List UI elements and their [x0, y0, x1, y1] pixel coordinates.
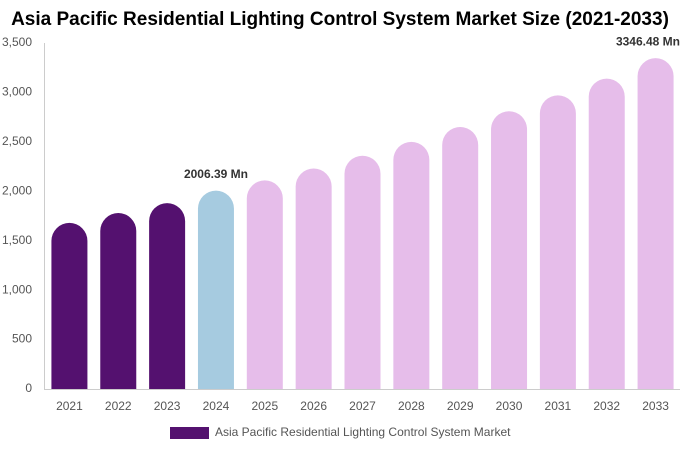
x-tick-label: 2031 [545, 399, 572, 413]
x-tick-label: 2021 [56, 399, 83, 413]
bar [588, 78, 625, 390]
bar [295, 168, 332, 389]
chart-title: Asia Pacific Residential Lighting Contro… [11, 9, 669, 30]
y-tick-label: 500 [12, 332, 32, 346]
y-tick-label: 2,000 [2, 183, 32, 197]
x-tick-label: 2029 [447, 399, 474, 413]
bar [442, 127, 479, 389]
bar [51, 222, 88, 389]
legend-label: Asia Pacific Residential Lighting Contro… [215, 425, 511, 439]
bar [393, 141, 430, 389]
x-tick-label: 2027 [349, 399, 376, 413]
x-tick-label: 2033 [642, 399, 669, 413]
bar [344, 155, 381, 389]
bar [246, 180, 283, 389]
bar [197, 190, 234, 389]
x-tick-label: 2023 [154, 399, 181, 413]
y-tick-label: 0 [25, 381, 32, 395]
legend-swatch [170, 427, 209, 439]
x-tick-label: 2028 [398, 399, 425, 413]
bar [100, 213, 137, 389]
bar [491, 111, 528, 389]
data-label: 3346.48 Mn [616, 34, 680, 48]
x-tick-label: 2026 [300, 399, 327, 413]
x-tick-label: 2024 [203, 399, 230, 413]
data-label: 2006.39 Mn [184, 167, 248, 181]
x-tick-label: 2032 [593, 399, 620, 413]
x-tick-label: 2022 [105, 399, 132, 413]
y-tick-label: 3,500 [2, 35, 32, 49]
y-tick-label: 2,500 [2, 134, 32, 148]
y-tick-label: 1,000 [2, 282, 32, 296]
x-tick-label: 2030 [496, 399, 523, 413]
x-tick-label: 2025 [251, 399, 278, 413]
y-tick-label: 1,500 [2, 233, 32, 247]
bar [149, 203, 186, 389]
y-tick-label: 3,000 [2, 85, 32, 99]
bar [539, 95, 576, 389]
bar [637, 58, 674, 390]
